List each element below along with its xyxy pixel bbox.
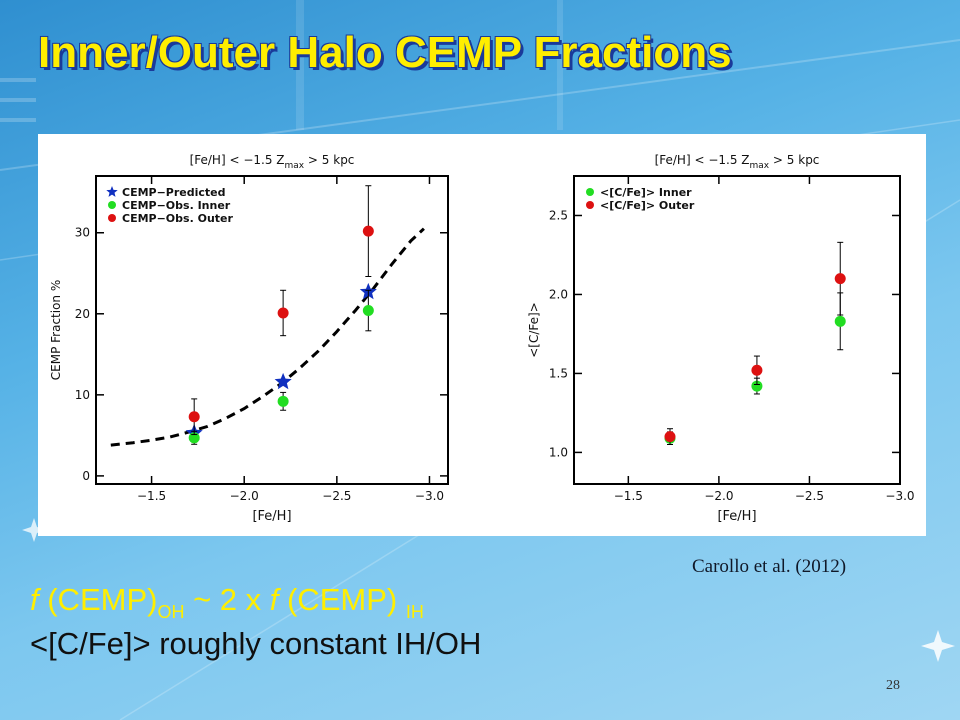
y-axis-label: CEMP Fraction % [49, 280, 63, 380]
legend-label: CEMP−Obs. Outer [122, 212, 233, 225]
summary-part2: (CEMP) [278, 582, 406, 617]
data-point [188, 411, 200, 423]
data-point [664, 431, 676, 443]
chart-title-subscript: max [750, 161, 770, 171]
figure-panel: [Fe/H] < −1.5 Zmax > 5 kpc −1.5 −2.0 −2.5 −3… [38, 134, 926, 536]
data-point [834, 273, 846, 285]
data-point [277, 307, 289, 319]
page-number: 28 [886, 678, 900, 693]
data-point [362, 225, 374, 237]
x-tick-label: −2.5 [795, 489, 824, 503]
summary-f1: f [30, 582, 39, 617]
chart-title-part: [Fe/H] < −1.5 Z [190, 153, 285, 167]
summary-mid: ~ 2 x [184, 582, 270, 617]
x-tick-label: −3.0 [415, 489, 444, 503]
y-tick-label: 1.0 [549, 445, 568, 459]
chart-title: [Fe/H] < −1.5 Zmax > 5 kpc [655, 153, 820, 171]
x-tick-label: −3.0 [885, 489, 914, 503]
summary-line-2: <[C/Fe]> roughly constant IH/OH [30, 626, 482, 661]
data-point-star [274, 372, 292, 390]
y-axis-label: <[C/Fe]> [527, 302, 541, 358]
y-tick-label: 2.5 [549, 208, 568, 222]
summary-f2: f [269, 582, 279, 617]
y-tick-label: 30 [75, 226, 90, 240]
summary-line-1: f (CEMP)OH ~ 2 x f (CEMP) IH [30, 582, 424, 623]
cemp-fraction-chart: [Fe/H] < −1.5 Zmax > 5 kpc −1.5 −2.0 −2.5 −3… [49, 153, 449, 524]
fit-curve [110, 227, 425, 447]
chart-title-subscript: max [285, 161, 305, 171]
y-tick-label: 1.5 [549, 366, 568, 380]
legend-marker [586, 201, 594, 209]
plot-frame [573, 175, 901, 485]
x-tick-label: −1.5 [614, 489, 643, 503]
summary-sub2: IH [405, 602, 424, 622]
x-tick-label: −1.5 [137, 489, 166, 503]
legend-marker [108, 201, 116, 209]
slide-title: Inner/Outer Halo CEMP Fractions [38, 28, 732, 77]
legend-label: CEMP−Obs. Inner [122, 199, 231, 212]
data-point [362, 305, 374, 317]
legend-marker [586, 188, 594, 196]
legend-label: <[C/Fe]> Outer [600, 199, 695, 212]
x-axis-label: [Fe/H] [252, 509, 291, 524]
y-tick-label: 2.0 [549, 287, 568, 301]
x-tick-label: −2.0 [230, 489, 259, 503]
summary-sub1: OH [157, 602, 185, 622]
sparkle-icon [921, 630, 955, 662]
data-point [277, 395, 289, 407]
data-point [834, 315, 846, 327]
summary-part1: (CEMP) [38, 582, 158, 617]
legend-marker-star [106, 186, 118, 197]
y-tick-label: 10 [75, 388, 90, 402]
plot-frame [95, 175, 449, 485]
chart-title-part: [Fe/H] < −1.5 Z [655, 153, 750, 167]
x-tick-label: −2.5 [322, 489, 351, 503]
y-tick-label: 20 [75, 307, 90, 321]
legend-marker [108, 214, 116, 222]
y-tick-label: 0 [82, 469, 90, 483]
data-point [751, 380, 763, 392]
chart-title-part: > 5 kpc [769, 153, 819, 167]
chart-title-part: > 5 kpc [304, 153, 354, 167]
x-tick-label: −2.0 [704, 489, 733, 503]
sparkle-icon [22, 518, 46, 542]
chart-title: [Fe/H] < −1.5 Zmax > 5 kpc [190, 153, 355, 171]
legend-label: <[C/Fe]> Inner [600, 186, 692, 199]
cfe-mean-chart: [Fe/H] < −1.5 Zmax > 5 kpc −1.5 −2.0 −2.5 −3… [527, 153, 915, 524]
legend-label: CEMP−Predicted [122, 186, 226, 199]
data-point [751, 364, 763, 376]
citation: Carollo et al. (2012) [692, 556, 847, 577]
x-axis-label: [Fe/H] [717, 509, 756, 524]
